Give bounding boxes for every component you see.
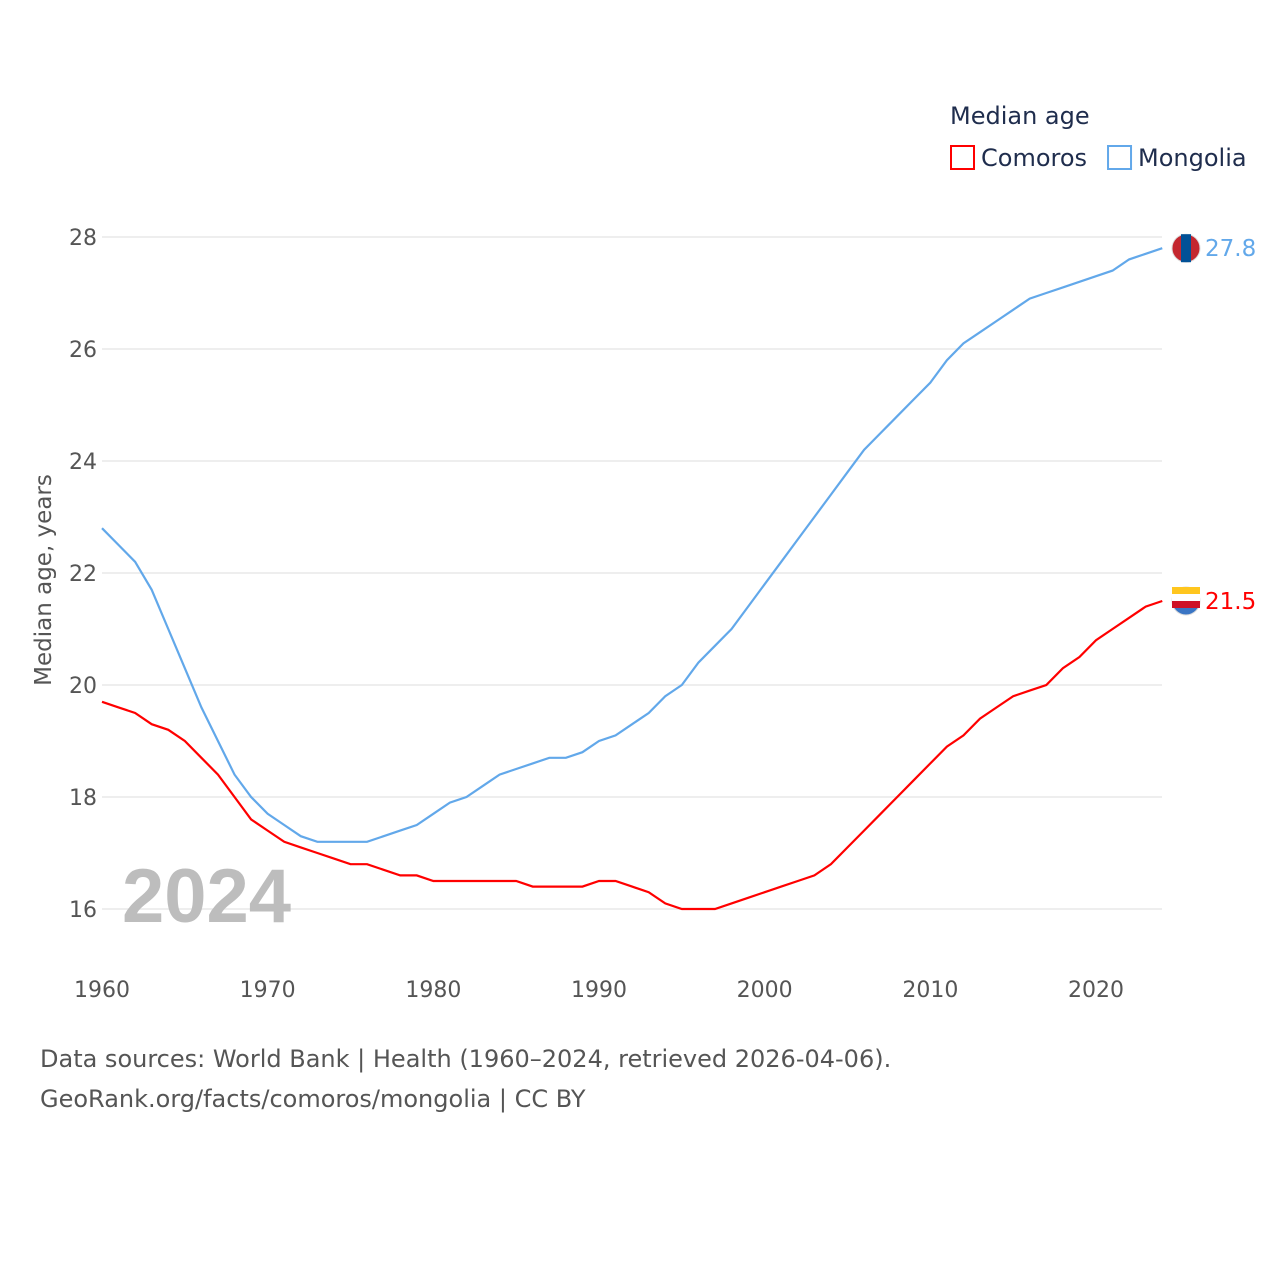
series-line-comoros [101, 599, 1163, 911]
x-tick-label: 2020 [1068, 978, 1124, 1003]
legend-label[interactable]: Comoros [981, 144, 1087, 172]
y-tick-label: 28 [69, 226, 97, 251]
flag-stripe [1172, 601, 1200, 608]
y-axis-label: Median age, years [31, 474, 57, 686]
y-tick-label: 24 [69, 450, 97, 475]
y-tick-label: 16 [69, 898, 97, 923]
x-tick-label: 1990 [571, 978, 627, 1003]
y-tick-label: 18 [69, 786, 97, 811]
y-tick-label: 26 [69, 338, 97, 363]
flag-stripe [1172, 587, 1200, 594]
flag-stripe [1181, 234, 1191, 263]
x-tick-label: 1960 [74, 978, 130, 1003]
legend-label[interactable]: Mongolia [1138, 144, 1247, 172]
y-tick-label: 20 [69, 674, 97, 699]
x-tick-label: 1980 [405, 978, 461, 1003]
end-value-label: 27.8 [1205, 236, 1256, 262]
year-watermark: 2024 [122, 854, 291, 939]
legend-swatch[interactable] [950, 145, 975, 170]
x-tick-label: 2010 [902, 978, 958, 1003]
legend-swatch[interactable] [1107, 145, 1133, 170]
x-tick-label: 1970 [240, 978, 296, 1003]
end-value-label: 21.5 [1205, 589, 1256, 615]
footer-link[interactable]: GeoRank.org/facts/comoros/mongolia | CC … [40, 1085, 586, 1113]
footer-sources: Data sources: World Bank | Health (1960–… [40, 1045, 892, 1073]
series-line-mongolia [101, 247, 1163, 843]
flag-stripe [1172, 594, 1200, 601]
legend-title: Median age [950, 102, 1090, 130]
x-tick-label: 2000 [737, 978, 793, 1003]
y-tick-label: 22 [69, 562, 97, 587]
